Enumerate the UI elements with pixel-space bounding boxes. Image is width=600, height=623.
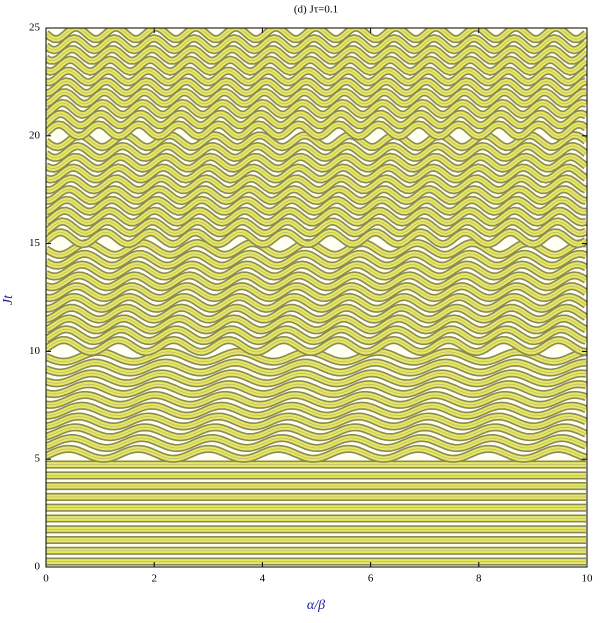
contour-band <box>46 199 587 213</box>
contour-band <box>46 124 587 137</box>
contour-band <box>46 318 587 331</box>
y-tick-label: 25 <box>29 22 41 34</box>
contour-band <box>46 405 587 417</box>
contour-band <box>46 296 587 310</box>
x-axis-label: α/β <box>307 598 325 613</box>
x-tick-label: 10 <box>582 573 594 585</box>
contour-band <box>46 383 587 395</box>
y-tick-label: 20 <box>29 129 41 141</box>
y-tick-label: 10 <box>29 345 41 357</box>
contour-band <box>46 188 587 202</box>
contour-band <box>46 362 587 373</box>
contour-band <box>46 416 587 427</box>
contour-band <box>46 59 587 73</box>
contour-band <box>46 426 587 438</box>
contour-band <box>46 285 587 299</box>
y-tick-label: 15 <box>29 237 41 249</box>
contour-band <box>46 221 587 234</box>
contour-band <box>46 394 587 406</box>
contour-band <box>46 80 587 94</box>
contour-band <box>46 167 587 180</box>
contour-band <box>46 37 587 51</box>
contour-band <box>46 28 587 40</box>
contour-band <box>46 264 587 277</box>
x-tick-label: 6 <box>368 573 374 585</box>
contour-band <box>46 373 587 384</box>
contour-band <box>46 253 587 267</box>
y-tick-label: 5 <box>35 453 41 465</box>
contour-band <box>46 177 587 191</box>
contour-band <box>46 210 587 223</box>
y-tick-label: 0 <box>35 561 41 573</box>
x-tick-label: 8 <box>476 573 482 585</box>
contour-band <box>46 91 587 105</box>
contour-band <box>46 307 587 321</box>
y-axis-label: Jt <box>1 294 16 305</box>
contour-band <box>46 339 587 353</box>
contour-band <box>46 231 587 245</box>
contour-band <box>46 156 587 170</box>
contour-field <box>46 28 587 566</box>
contour-band <box>46 448 587 460</box>
contour-band <box>46 437 587 449</box>
contour-band <box>46 70 587 83</box>
contour-band <box>46 145 587 159</box>
contour-band <box>46 48 587 62</box>
contour-band <box>46 274 587 288</box>
chart-title: (d) Jτ=0.1 <box>294 4 338 16</box>
x-tick-label: 2 <box>151 573 157 585</box>
contour-band <box>46 102 587 116</box>
x-tick-label: 4 <box>260 573 266 585</box>
contour-band <box>46 328 587 342</box>
plot-frame <box>45 27 588 568</box>
contour-band <box>46 113 587 126</box>
contour-band <box>46 134 587 148</box>
x-tick-label: 0 <box>43 573 49 585</box>
